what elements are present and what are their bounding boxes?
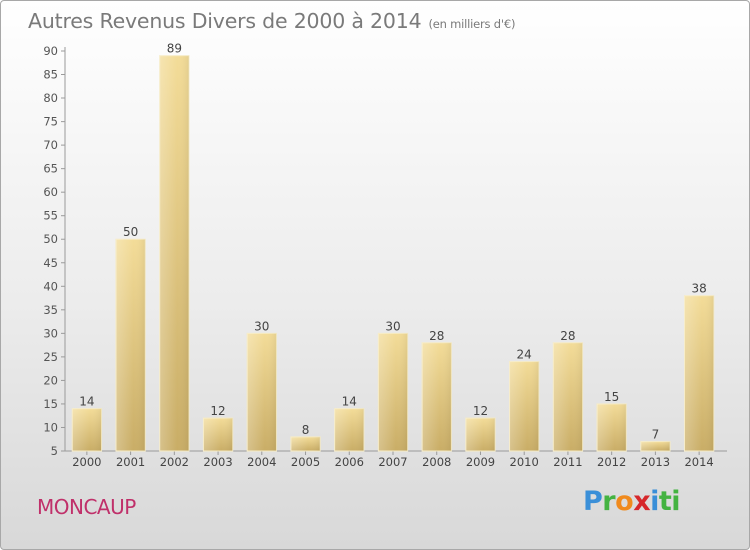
- bar-shade-2014: [684, 295, 714, 451]
- data-label-2009: 12: [473, 404, 488, 418]
- y-tick-label: 90: [43, 44, 58, 58]
- y-tick-label: 80: [43, 91, 58, 105]
- logo-letter: t: [658, 486, 672, 517]
- y-tick-label: 65: [43, 162, 58, 176]
- bar-shade-2008: [422, 342, 452, 451]
- data-label-2014: 38: [691, 282, 706, 296]
- data-label-2004: 30: [254, 319, 269, 333]
- bar-shade-2001: [115, 239, 146, 451]
- data-label-2013: 7: [652, 428, 660, 442]
- x-tick-label-2006: 2006: [335, 455, 364, 469]
- data-label-2012: 15: [604, 390, 619, 404]
- data-label-2011: 28: [560, 329, 575, 343]
- y-tick-label: 30: [43, 326, 58, 340]
- y-tick-label: 60: [43, 185, 58, 199]
- x-tick-label-2013: 2013: [641, 455, 670, 469]
- logo-letter: i: [671, 486, 681, 517]
- y-tick-label: 85: [43, 68, 58, 82]
- logo-letter: o: [615, 486, 634, 517]
- y-tick-label: 45: [43, 256, 58, 270]
- bar-shade-2009: [465, 418, 496, 451]
- y-tick-label: 55: [43, 209, 58, 223]
- bar-shade-2005: [290, 436, 321, 451]
- logo-letter: i: [650, 486, 659, 517]
- y-tick-label: 35: [43, 303, 58, 317]
- x-tick-label-2003: 2003: [203, 455, 232, 469]
- data-label-2000: 14: [79, 395, 94, 409]
- logo-letter: x: [633, 486, 651, 517]
- y-tick-label: 40: [43, 279, 58, 293]
- y-tick-label: 20: [43, 373, 58, 387]
- x-tick-label-2007: 2007: [378, 455, 407, 469]
- x-tick-label-2009: 2009: [466, 455, 495, 469]
- data-label-2006: 14: [342, 395, 357, 409]
- y-tick-label: 15: [43, 397, 58, 411]
- proxiti-logo: Proxiti: [583, 486, 681, 517]
- place-name: MONCAUP: [37, 495, 136, 519]
- x-tick-label-2002: 2002: [160, 455, 189, 469]
- y-tick-label: 70: [43, 138, 58, 152]
- bar-shade-2010: [509, 361, 539, 451]
- x-tick-label-2014: 2014: [684, 455, 713, 469]
- x-tick-label-2011: 2011: [553, 455, 582, 469]
- bar-shade-2011: [553, 342, 583, 451]
- x-tick-label-2012: 2012: [597, 455, 626, 469]
- data-label-2002: 89: [167, 42, 182, 56]
- data-label-2005: 8: [302, 423, 310, 437]
- bar-shade-2002: [159, 55, 189, 452]
- logo-letter: P: [583, 486, 603, 517]
- chart-title-line: Autres Revenus Divers de 2000 à 2014 (en …: [28, 9, 515, 33]
- bar-shade-2000: [72, 408, 102, 451]
- x-tick-label-2000: 2000: [72, 455, 101, 469]
- x-tick-label-2004: 2004: [247, 455, 276, 469]
- data-label-2010: 24: [517, 348, 532, 362]
- bar-shade-2006: [334, 408, 364, 451]
- bar-shade-2007: [378, 333, 408, 451]
- x-tick-label-2001: 2001: [116, 455, 145, 469]
- y-tick-label: 25: [43, 350, 58, 364]
- y-tick-label: 75: [43, 115, 58, 129]
- x-tick-label-2010: 2010: [510, 455, 539, 469]
- bar-shade-2004: [247, 333, 277, 451]
- bar-shade-2013: [640, 441, 671, 451]
- y-tick-label: 10: [43, 420, 58, 434]
- data-label-2001: 50: [123, 225, 138, 239]
- y-tick-label: 5: [51, 444, 58, 458]
- x-tick-label-2008: 2008: [422, 455, 451, 469]
- bar-shade-2012: [597, 403, 627, 451]
- data-label-2007: 30: [385, 319, 400, 333]
- bar-shade-2003: [203, 418, 233, 451]
- data-label-2008: 28: [429, 329, 444, 343]
- x-tick-label-2005: 2005: [291, 455, 320, 469]
- chart-subtitle: (en milliers d'€): [428, 17, 516, 31]
- y-tick-label: 50: [43, 232, 58, 246]
- logo-letter: r: [602, 486, 616, 517]
- data-label-2003: 12: [210, 404, 225, 418]
- chart-title: Autres Revenus Divers de 2000 à 2014: [28, 9, 422, 33]
